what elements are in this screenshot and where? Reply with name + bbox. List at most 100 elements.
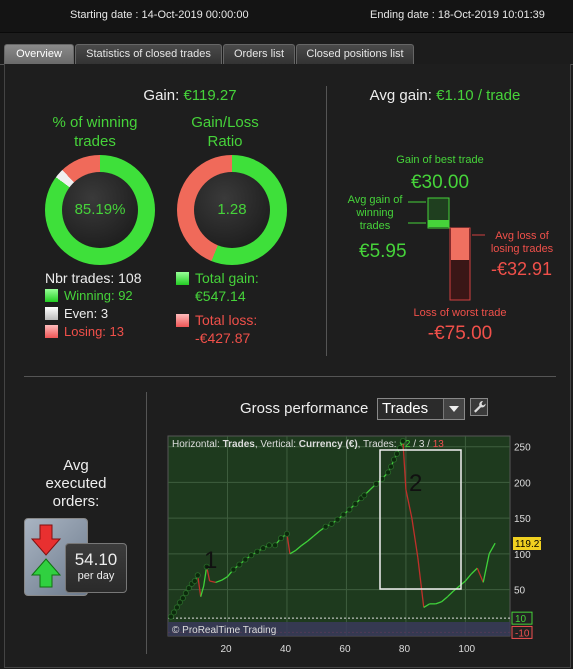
trade-point (248, 552, 255, 559)
performance-segment (488, 542, 496, 555)
chart-info-line: Horizontal: Trades, Vertical: Currency (… (172, 439, 444, 450)
orders-title-line-1: Avg (63, 457, 89, 474)
trade-point (334, 516, 341, 523)
x-axis: 20 40 60 80 100 (220, 644, 475, 655)
trade-point (283, 530, 290, 537)
performance-segment (301, 540, 309, 546)
winning-pct: 85.19% (74, 201, 126, 218)
performance-segment (289, 549, 297, 555)
best-trade-value: €30.00 (410, 172, 470, 193)
worst-trade-label: Loss of worst trade (413, 307, 507, 319)
performance-segment (482, 553, 490, 583)
chevron-down-icon[interactable] (443, 399, 464, 419)
select-value: Trades (382, 400, 429, 417)
chart-settings-button[interactable] (470, 398, 488, 416)
avg-loss-label-line-1: Avg loss of (495, 230, 549, 242)
trade-point (388, 463, 395, 470)
performance-segment (447, 590, 454, 598)
highlight-box-2 (379, 449, 462, 590)
trade-point (346, 506, 353, 513)
trade-point (399, 438, 406, 444)
gross-performance-chart: Horizontal: Trades, Vertical: Currency (… (167, 435, 541, 655)
y-tick-label: 50 (514, 586, 526, 597)
performance-segment (405, 489, 413, 519)
y-tick-label: 100 (514, 550, 531, 561)
ratio-title-line-1: Gain/Loss (191, 114, 259, 131)
trade-point (254, 548, 261, 555)
performance-segment (417, 557, 425, 608)
total-loss-label: Total loss: (195, 312, 258, 328)
tab-statistics-closed-trades[interactable]: Statistics of closed trades (75, 44, 222, 64)
marker-label: 10 (515, 614, 527, 625)
nbr-trades: Nbr trades: 108 (45, 270, 142, 286)
best-trade-label: Gain of best trade (396, 154, 484, 166)
watermark: © ProRealTime Trading (172, 625, 276, 636)
trade-point (176, 599, 183, 606)
legend-even: Even: 3 (45, 305, 142, 323)
losing-swatch (45, 325, 58, 338)
trade-point (185, 585, 192, 592)
gain-loss-legend: Total gain: €547.14 Total loss: -€427.87 (176, 269, 259, 347)
trade-point (242, 556, 249, 563)
trade-point (361, 492, 368, 499)
trades-legend: Nbr trades: 108 Winning: 92 Even: 3 Losi… (45, 269, 142, 341)
trade-point (322, 523, 329, 530)
current-value: 119.27 (515, 539, 541, 550)
performance-segment (215, 579, 222, 584)
donut-hole (194, 172, 270, 248)
performance-segment (286, 533, 291, 554)
trade-point (170, 609, 177, 616)
buy-sell-arrows-icon (30, 524, 62, 588)
x-tick-label: 100 (458, 644, 475, 655)
tab-bar: Overview Statistics of closed trades Ord… (0, 42, 573, 65)
trade-point (260, 545, 267, 552)
performance-segment (200, 585, 205, 597)
performance-segment (441, 596, 448, 603)
horizontal-axis-select[interactable]: Trades (377, 398, 465, 420)
marker-badge (511, 625, 533, 639)
ending-date: Ending date : 18-Oct-2019 10:01:39 (370, 9, 545, 21)
section-divider (24, 376, 556, 377)
marker-label: -10 (515, 628, 530, 639)
performance-segment (470, 567, 478, 575)
gain-summary: Gain: €119.27 (70, 87, 310, 104)
orders-per-day-value: 54.10 (74, 550, 118, 569)
avg-gain-summary: Avg gain: €1.10 / trade (340, 87, 550, 104)
donut-hole (62, 172, 138, 248)
gross-performance-title: Gross performance (240, 400, 369, 417)
orders-title-line-3: orders: (52, 493, 100, 510)
tab-closed-positions-list[interactable]: Closed positions list (296, 44, 414, 64)
trade-point (191, 577, 198, 584)
legend-losing: Losing: 13 (45, 323, 142, 341)
tab-orders-list[interactable]: Orders list (223, 44, 295, 64)
trade-point (340, 511, 347, 518)
trade-point (194, 572, 201, 579)
marker-badge (511, 611, 533, 625)
current-value-badge (513, 537, 541, 550)
section-divider (326, 86, 327, 356)
even-count: Even: 3 (64, 306, 109, 321)
avg-losing-label: Avg loss of losing trades (480, 230, 564, 256)
x-tick-label: 40 (280, 644, 292, 655)
performance-segment (295, 544, 303, 551)
performance-segment (402, 440, 407, 490)
trade-point (393, 450, 400, 457)
avg-win-label-line-2: winning (356, 207, 394, 219)
avg-loss-label-line-2: losing trades (490, 243, 554, 255)
gain-loss-ratio-title: Gain/Loss Ratio (170, 113, 280, 151)
gain-loss-ratio-donut: 1.28 (177, 155, 287, 265)
section-divider (146, 392, 147, 654)
avg-winning-bar (428, 220, 449, 227)
starting-date: Starting date : 14-Oct-2019 00:00:00 (70, 9, 249, 21)
plot-area (167, 435, 511, 637)
gain-swatch (176, 272, 189, 285)
annotation-label-1: 1 (204, 547, 217, 574)
trade-point (167, 613, 174, 620)
performance-segment (203, 566, 208, 587)
worst-trade-value: -€75.00 (427, 323, 493, 344)
trade-point (391, 456, 398, 463)
avg-winning-label: Avg gain of winning trades (340, 194, 410, 233)
avg-executed-orders-title: Avg executed orders: (36, 457, 116, 511)
tab-overview[interactable]: Overview (4, 44, 74, 64)
performance-segment (221, 576, 228, 581)
